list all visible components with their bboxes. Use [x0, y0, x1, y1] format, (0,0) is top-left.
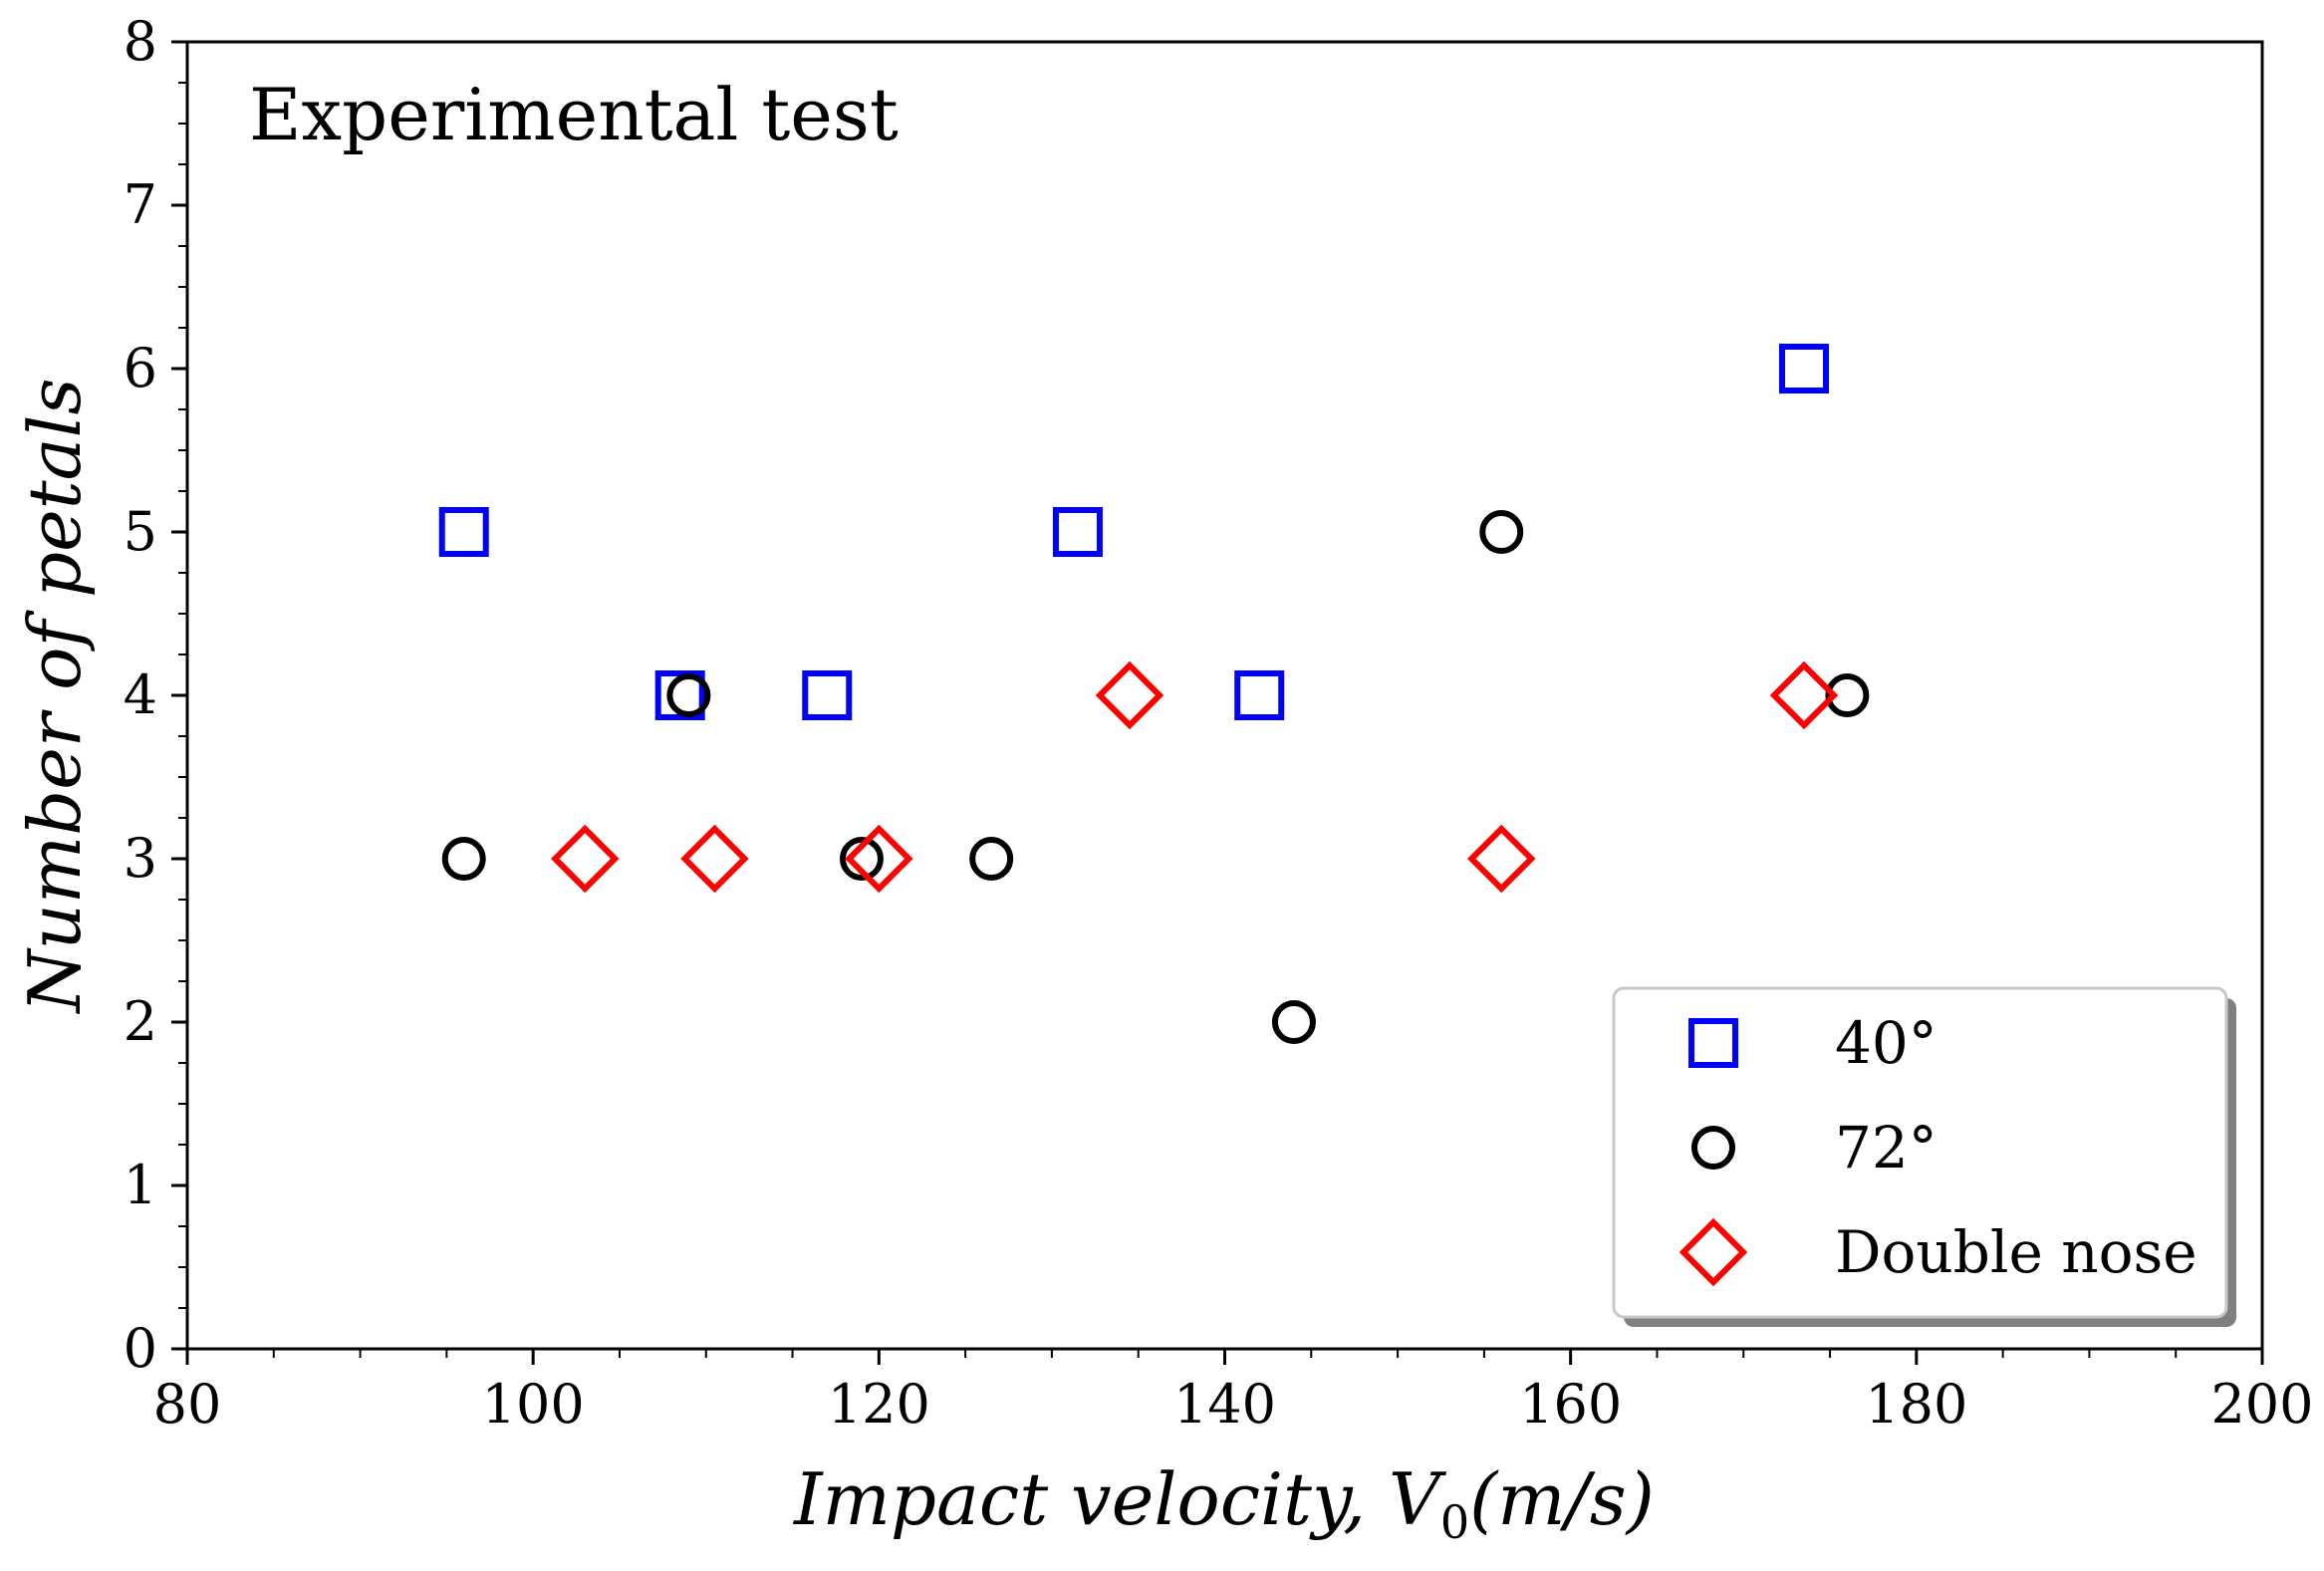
legend-label: Double nose	[1835, 1218, 2197, 1286]
annotation-text: Experimental test	[249, 73, 899, 156]
legend-square-marker	[1688, 1018, 1738, 1068]
square-marker	[1234, 670, 1285, 720]
x-tick-label: 200	[2210, 1373, 2313, 1436]
square-marker	[654, 670, 705, 720]
y-tick-label: 4	[124, 663, 157, 726]
circle-marker	[969, 837, 1014, 881]
x-axis-title-main: Impact velocity, V	[792, 1457, 1447, 1541]
x-tick-label: 180	[1865, 1373, 1967, 1436]
y-tick-label: 2	[124, 990, 157, 1053]
y-tick-label: 6	[124, 337, 157, 399]
square-marker	[1052, 507, 1103, 557]
y-tick-label: 3	[124, 827, 157, 890]
x-tick-label: 100	[482, 1373, 585, 1436]
diamond-marker	[1095, 660, 1164, 730]
circle-marker	[1271, 1000, 1316, 1044]
square-marker	[438, 507, 489, 557]
y-axis-title: Number of petals	[13, 378, 97, 1014]
y-tick-label: 7	[124, 173, 157, 236]
legend-box	[1612, 986, 2228, 1319]
series-diamond	[550, 660, 1839, 894]
x-axis-title: Impact velocity, V0(m/s)	[792, 1457, 1655, 1549]
circle-marker	[1479, 510, 1524, 554]
square-marker	[802, 670, 853, 720]
legend-label: 40°	[1835, 1009, 1937, 1077]
circle-marker	[1825, 673, 1870, 717]
y-tick-label: 5	[124, 500, 157, 563]
y-tick-label: 1	[124, 1154, 157, 1216]
square-marker	[1779, 344, 1830, 393]
y-tick-label: 0	[124, 1317, 157, 1380]
x-axis-title-unit: (m/s)	[1469, 1457, 1655, 1541]
circle-marker	[666, 673, 711, 717]
x-axis-title-subscript: 0	[1440, 1495, 1469, 1549]
diamond-marker	[550, 824, 620, 894]
y-tick-label: 8	[124, 10, 157, 73]
diamond-marker	[1769, 660, 1839, 730]
diamond-marker	[845, 824, 913, 894]
legend-circle-marker	[1691, 1126, 1735, 1170]
diamond-marker	[680, 824, 749, 894]
circle-marker	[441, 837, 486, 881]
legend-diamond-marker	[1678, 1217, 1748, 1287]
legend: 40° 72° Double nose	[1612, 986, 2236, 1327]
x-tick-label: 80	[153, 1373, 222, 1436]
x-tick-label: 160	[1519, 1373, 1622, 1436]
circle-marker	[839, 837, 884, 881]
diamond-marker	[1466, 824, 1536, 894]
x-tick-label: 120	[828, 1373, 930, 1436]
series-circle	[441, 510, 1870, 1044]
legend-label: 72°	[1835, 1114, 1937, 1181]
series-square	[438, 344, 1830, 720]
x-tick-label: 140	[1173, 1373, 1276, 1436]
